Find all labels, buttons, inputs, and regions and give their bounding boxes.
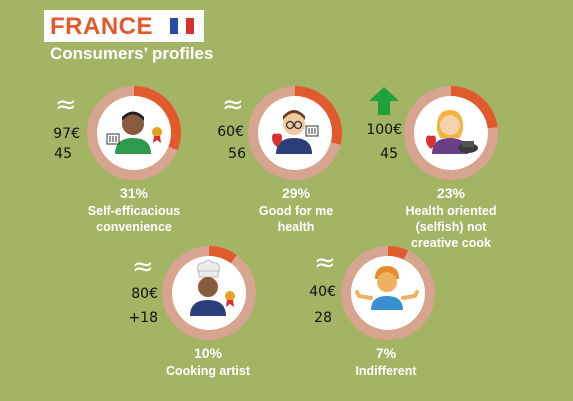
price-value: 97€ bbox=[53, 126, 80, 142]
price-value: 80€ bbox=[131, 286, 158, 302]
share-percent: 7% bbox=[375, 345, 397, 361]
approx-icon: ≈ bbox=[314, 248, 336, 278]
share-ring bbox=[87, 86, 181, 180]
profile-label: Self-efficacious convenience bbox=[87, 204, 181, 234]
share-ring bbox=[404, 86, 498, 180]
profile-label: Good for me health bbox=[258, 204, 334, 234]
count-value: 56 bbox=[228, 146, 246, 162]
share-ring bbox=[341, 246, 435, 340]
share-ring bbox=[162, 246, 256, 340]
person-avatar-icon bbox=[106, 111, 162, 154]
profile-label: Health oriented (selfish) not creative coo… bbox=[405, 204, 497, 250]
france-flag-icon bbox=[170, 18, 194, 34]
share-percent: 29% bbox=[281, 185, 311, 201]
shrugging-person-icon bbox=[355, 266, 419, 310]
profile-label: Indifferent bbox=[355, 364, 417, 378]
price-value: 40€ bbox=[309, 284, 336, 300]
count-value: 45 bbox=[380, 146, 398, 162]
approx-icon: ≈ bbox=[222, 90, 244, 120]
up-arrow-icon bbox=[369, 87, 399, 115]
count-value: 28 bbox=[314, 310, 332, 326]
person-glasses-avatar-icon bbox=[272, 110, 319, 154]
price-value: 100€ bbox=[366, 122, 402, 138]
page-subtitle: Consumers’ profiles bbox=[50, 44, 214, 63]
woman-avatar-icon bbox=[426, 110, 478, 154]
page-title: FRANCE bbox=[50, 13, 153, 40]
title-box: FRANCE bbox=[44, 10, 204, 42]
chef-avatar-icon bbox=[190, 259, 235, 316]
share-percent: 10% bbox=[193, 345, 223, 361]
share-ring bbox=[248, 86, 342, 180]
count-value: +18 bbox=[128, 310, 158, 326]
approx-icon: ≈ bbox=[132, 252, 154, 282]
share-percent: 31% bbox=[119, 185, 149, 201]
count-value: 45 bbox=[54, 146, 72, 162]
price-value: 60€ bbox=[217, 124, 244, 140]
profile-label: Cooking artist bbox=[165, 364, 251, 378]
share-percent: 23% bbox=[436, 185, 466, 201]
approx-icon: ≈ bbox=[55, 90, 77, 120]
